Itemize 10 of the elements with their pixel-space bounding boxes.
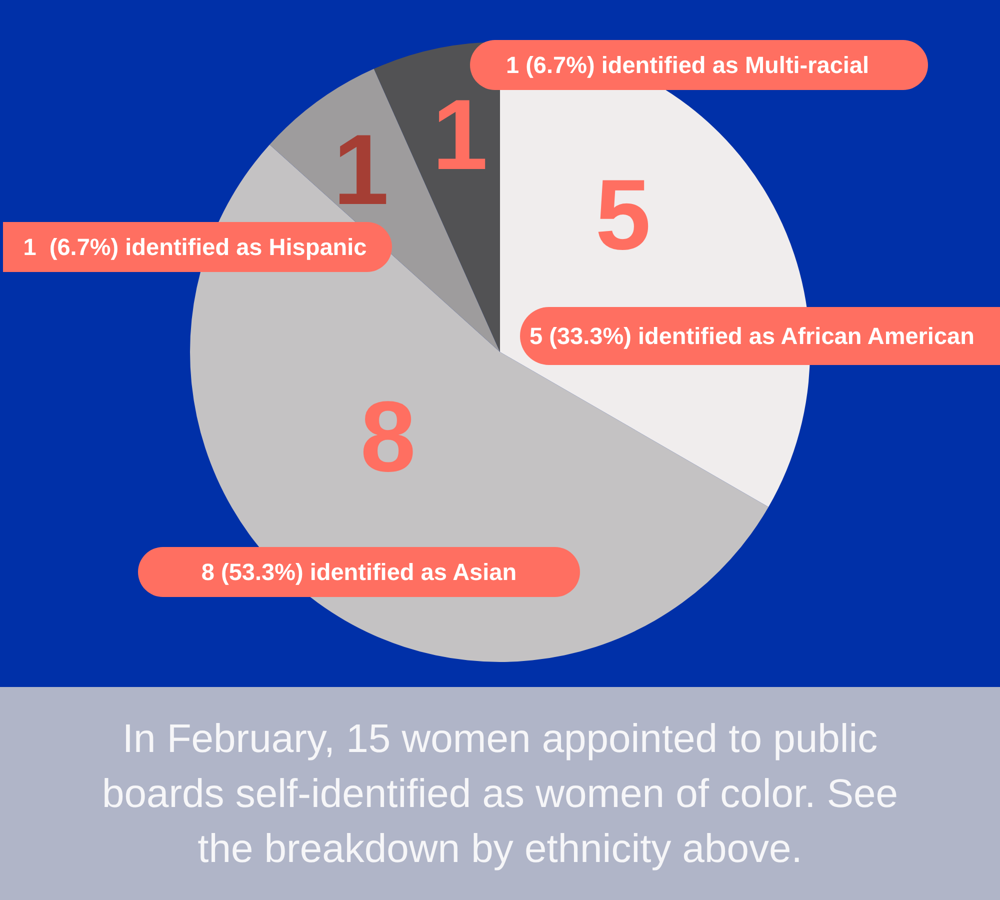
slice-label: 1 (6.7%) identified as Hispanic	[23, 234, 367, 260]
slice-label: 8 (53.3%) identified as Asian	[201, 559, 517, 585]
data-label: 5	[595, 159, 651, 271]
text: In February, 15 women appointed to public boards self-identified as women of color. See the breakdown by ethnicity above.	[101, 716, 899, 873]
slice-label: 5 (33.3%) identified as African American	[530, 323, 974, 349]
data-label: 8	[360, 381, 416, 493]
pie-slice	[270, 68, 500, 352]
data-label: 1	[333, 114, 389, 226]
slice-label: 1 (6.7%) identified as Multi-racial	[506, 52, 870, 78]
data-label: 1	[432, 79, 488, 191]
